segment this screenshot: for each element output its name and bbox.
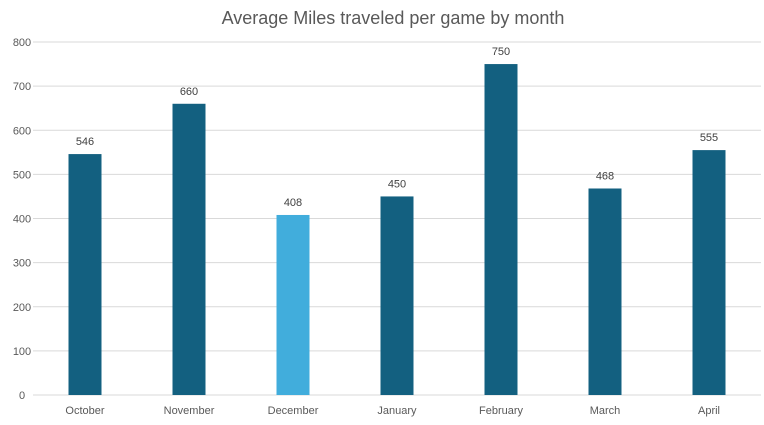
bar-march — [588, 188, 622, 395]
bar-january — [380, 196, 414, 395]
y-tick-label: 400 — [13, 214, 31, 226]
y-tick-label: 300 — [13, 258, 31, 270]
x-tick-label: March — [590, 405, 621, 417]
x-tick-label: November — [164, 405, 215, 417]
data-label: 468 — [596, 170, 614, 182]
data-label: 660 — [180, 86, 198, 98]
data-label: 450 — [388, 178, 406, 190]
bar-october — [68, 154, 102, 395]
y-tick-label: 100 — [13, 346, 31, 358]
x-tick-label: October — [65, 405, 104, 417]
x-tick-label: December — [268, 405, 319, 417]
data-label: 750 — [492, 46, 510, 58]
x-tick-label: April — [698, 405, 720, 417]
y-tick-label: 200 — [13, 302, 31, 314]
y-tick-label: 600 — [13, 125, 31, 137]
bar-december — [276, 214, 310, 395]
y-tick-label: 0 — [19, 390, 25, 402]
data-label: 546 — [76, 136, 94, 148]
y-tick-label: 800 — [13, 37, 31, 49]
bar-november — [172, 103, 206, 396]
chart-title: Average Miles traveled per game by month — [222, 8, 565, 28]
data-label: 555 — [700, 132, 718, 144]
bar-february — [484, 64, 518, 395]
bar-april — [692, 150, 726, 395]
x-tick-label: February — [479, 405, 524, 417]
data-label: 408 — [284, 197, 302, 209]
y-tick-label: 500 — [13, 169, 31, 181]
x-tick-label: January — [377, 405, 417, 417]
y-tick-label: 700 — [13, 81, 31, 93]
